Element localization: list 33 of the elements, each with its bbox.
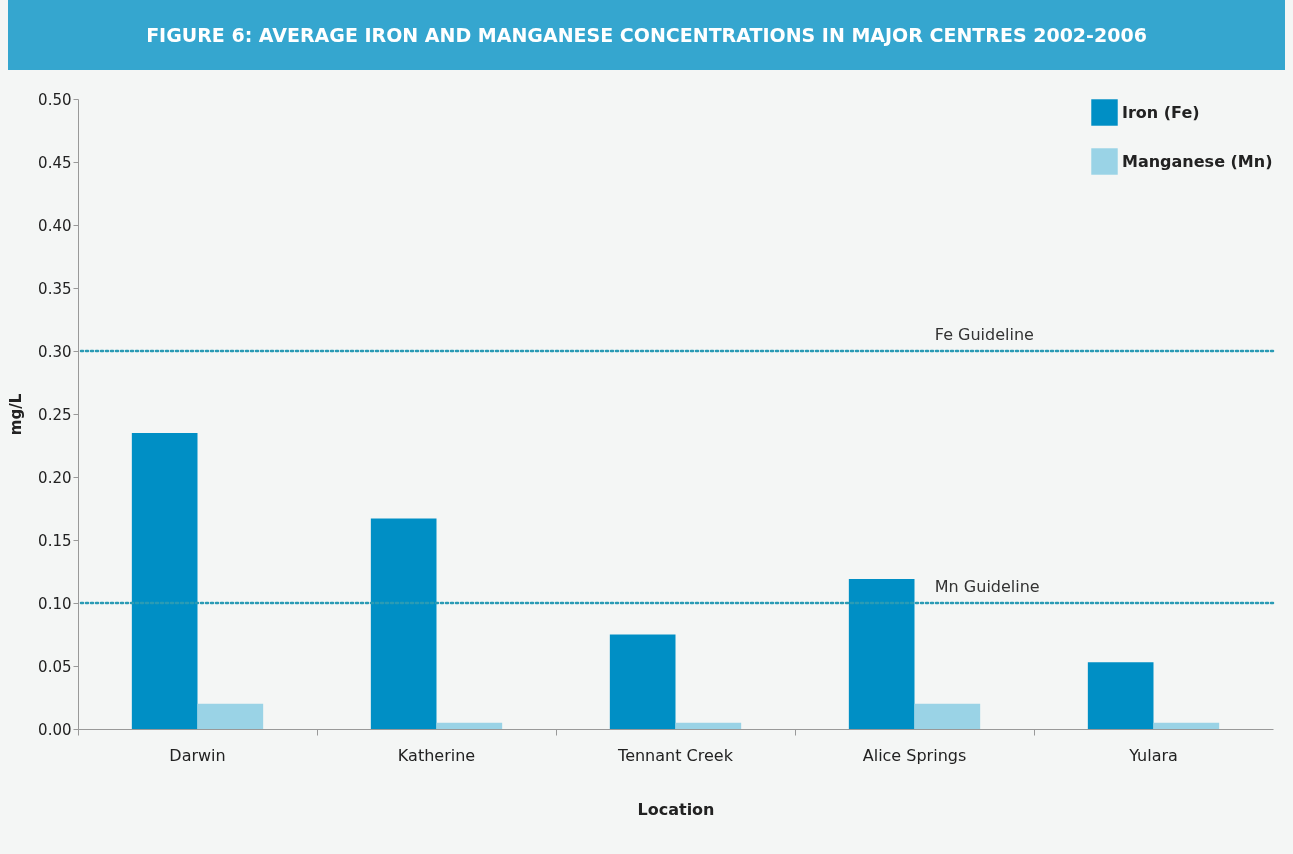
y-tick-label: 0.35	[38, 279, 72, 298]
y-tick-label: 0.00	[38, 720, 72, 739]
y-tick-label: 0.15	[38, 531, 72, 550]
bar	[1153, 722, 1220, 729]
y-axis-title: mg/L	[7, 393, 26, 436]
x-tick-label: Darwin	[169, 745, 226, 765]
bar	[675, 722, 742, 729]
x-tick-label: Alice Springs	[862, 745, 967, 765]
chart-title: FIGURE 6: AVERAGE IRON AND MANGANESE CONCENTRATIONS IN MAJOR CENTRES 2002-2006	[8, 0, 1285, 70]
bar	[370, 518, 437, 729]
y-tick-label: 0.45	[38, 153, 72, 172]
y-tick-label: 0.10	[38, 594, 72, 613]
bar	[436, 722, 503, 729]
y-tick-label: 0.40	[38, 216, 72, 235]
bar	[1087, 662, 1154, 729]
bar	[609, 634, 676, 729]
bar	[131, 432, 198, 729]
ref-line-label: Mn Guideline	[934, 577, 1040, 596]
y-tick-label: 0.20	[38, 468, 72, 487]
y-tick-label: 0.30	[38, 342, 72, 361]
y-tick-label: 0.50	[38, 90, 72, 109]
bar	[197, 703, 264, 729]
ref-line-label: Fe Guideline	[934, 325, 1034, 344]
legend-label: Manganese (Mn)	[1122, 151, 1273, 171]
x-axis-title: Location	[637, 799, 715, 819]
x-tick-label: Tennant Creek	[617, 745, 734, 765]
x-tick-label: Yulara	[1128, 745, 1178, 765]
y-tick-label: 0.25	[38, 405, 72, 424]
legend-label: Iron (Fe)	[1122, 102, 1200, 122]
bar	[914, 703, 981, 729]
x-tick-label: Katherine	[397, 745, 476, 765]
y-tick-label: 0.05	[38, 657, 72, 676]
bar	[848, 579, 915, 729]
